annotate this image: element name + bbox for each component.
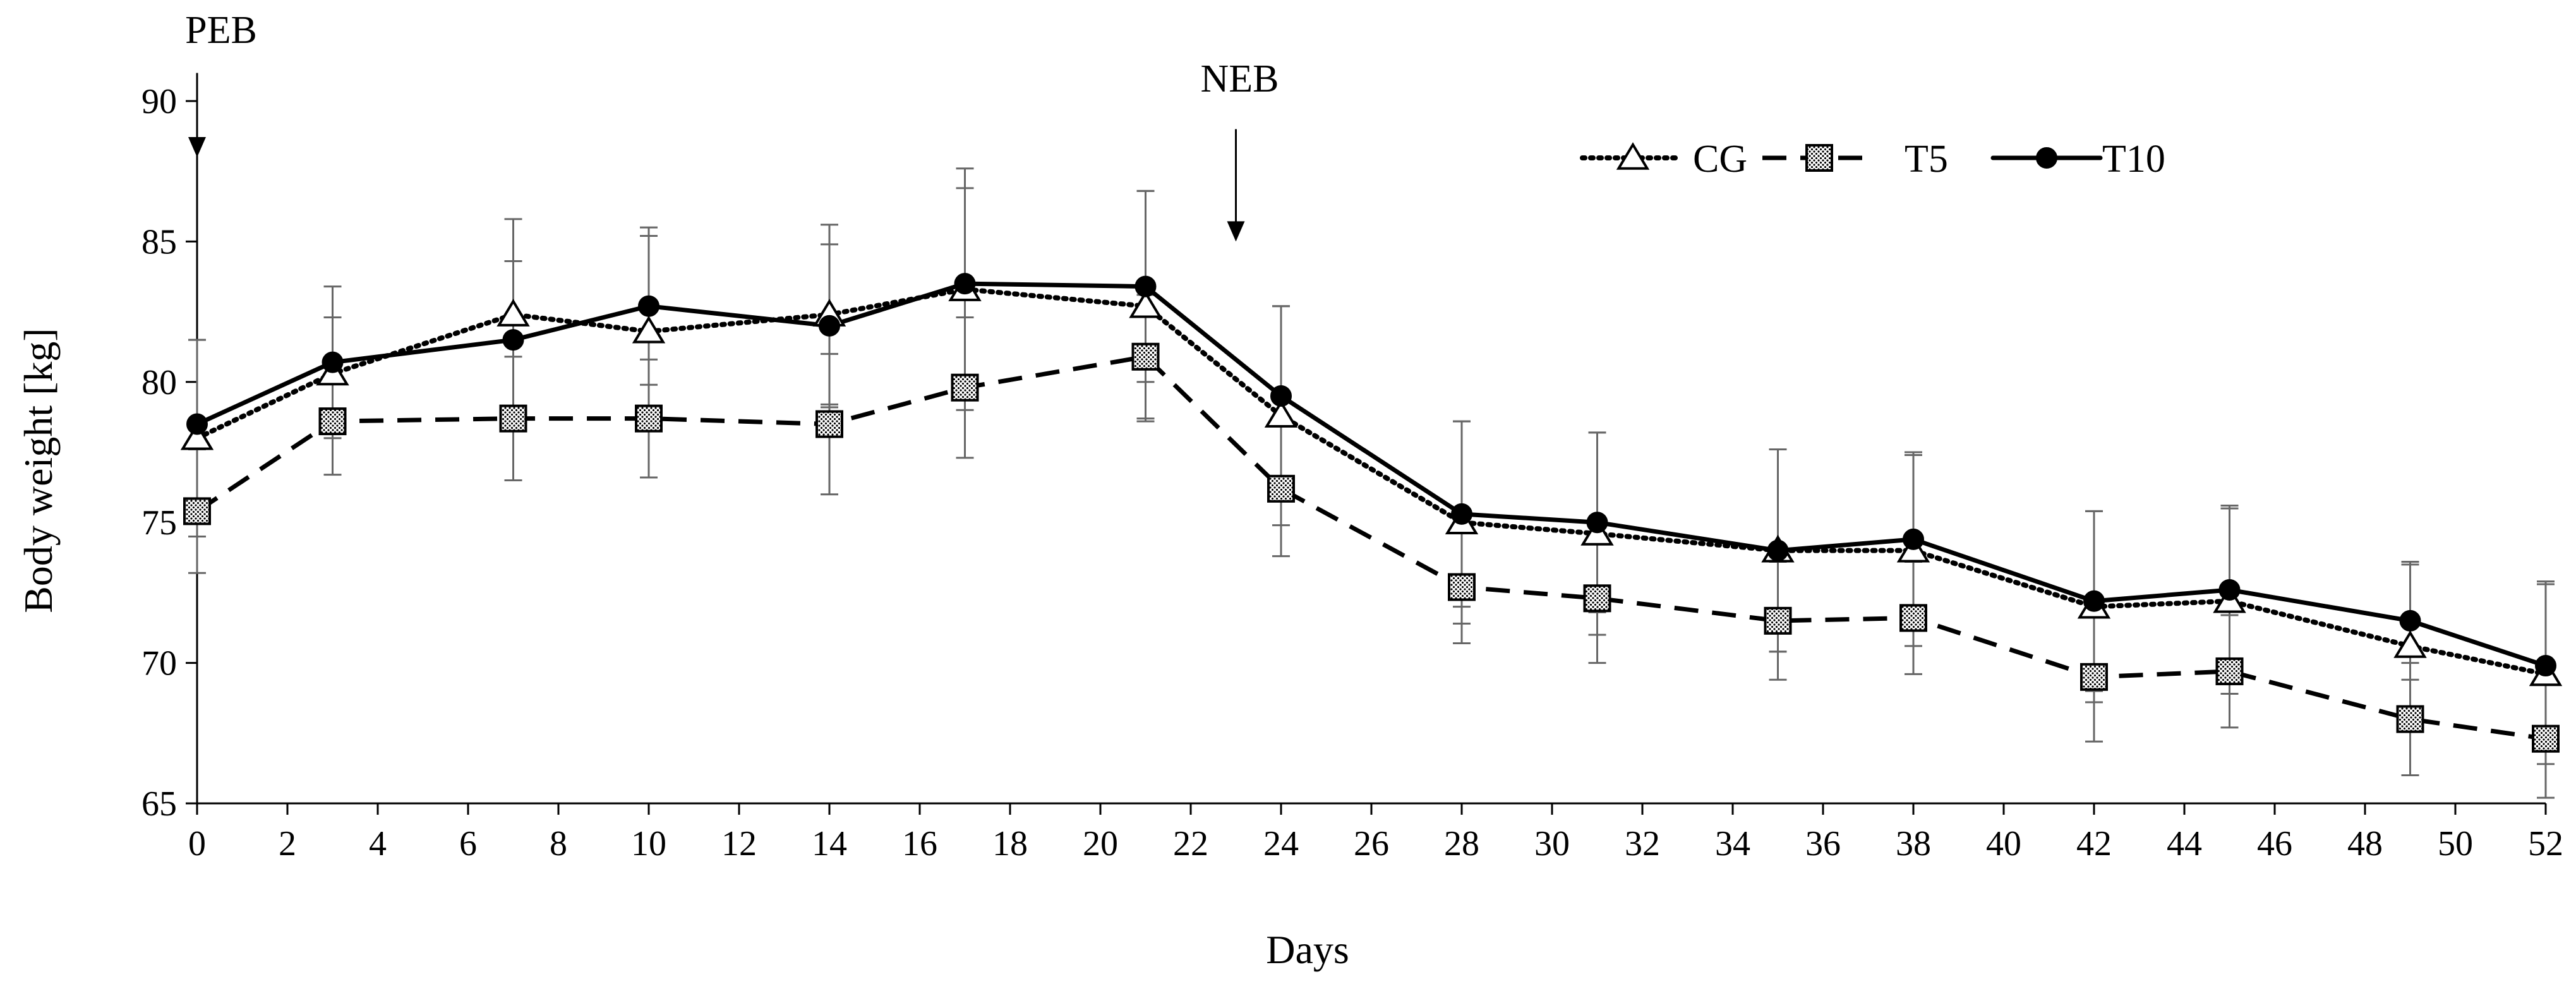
x-tick-label: 16 — [902, 824, 937, 863]
x-tick-label: 26 — [1354, 824, 1389, 863]
data-point-t10 — [2535, 655, 2556, 677]
series-line-cg — [195, 287, 2548, 677]
data-point-t5 — [318, 407, 347, 436]
data-point-t10 — [1767, 539, 1789, 561]
data-point-t5 — [183, 497, 211, 525]
y-tick-label: 75 — [141, 503, 177, 543]
series-line-t10 — [195, 281, 2548, 668]
data-point-t10 — [1270, 385, 1292, 407]
data-point-cg — [632, 315, 666, 344]
x-tick-label: 30 — [1534, 824, 1570, 863]
x-tick-label: 18 — [992, 824, 1028, 863]
x-tick-label: 4 — [369, 824, 387, 863]
data-point-t10 — [1586, 512, 1608, 534]
y-tick-label: 80 — [141, 363, 177, 402]
legend-marker-cg — [1616, 142, 1650, 170]
series-lines-layer — [195, 281, 2548, 741]
x-tick-label: 14 — [812, 824, 847, 863]
markers-layer — [180, 273, 2563, 753]
data-point-t5 — [2396, 705, 2424, 733]
x-tick-label: 10 — [631, 824, 666, 863]
data-point-t5 — [1448, 573, 1476, 601]
x-tick-label: 40 — [1986, 824, 2021, 863]
data-point-t5 — [1267, 474, 1295, 503]
legend-label-cg: CG — [1693, 138, 1747, 181]
data-point-t5 — [499, 404, 527, 433]
error-bars-layer — [188, 167, 2555, 799]
annotation-arrowhead-neb — [1227, 221, 1245, 242]
y-tick-label: 90 — [141, 82, 177, 121]
data-point-t5 — [1899, 604, 1927, 632]
y-tick-label: 85 — [141, 222, 177, 261]
x-tick-label: 24 — [1263, 824, 1299, 863]
x-tick-label: 46 — [2257, 824, 2292, 863]
data-point-t5 — [2532, 724, 2560, 753]
data-point-t10 — [819, 315, 840, 337]
x-tick-label: 42 — [2076, 824, 2112, 863]
data-point-t5 — [2215, 657, 2244, 685]
x-tick-label: 12 — [721, 824, 757, 863]
data-point-t10 — [322, 351, 344, 373]
x-tick-label: 52 — [2528, 824, 2563, 863]
y-axis-title: Body weight [kg] — [16, 328, 61, 613]
legend-label-t5: T5 — [1905, 138, 1948, 181]
x-axis-title: Days — [1266, 927, 1349, 972]
data-point-t5 — [2080, 663, 2108, 691]
legend-marker-t5 — [1805, 144, 1833, 172]
data-point-t10 — [2218, 579, 2241, 601]
data-point-t10 — [1903, 528, 1924, 550]
data-point-cg — [2393, 630, 2427, 658]
x-tick-label: 0 — [188, 824, 206, 863]
y-tick-label: 65 — [141, 784, 177, 824]
data-point-t5 — [951, 373, 979, 402]
legend-label-t10: T10 — [2102, 138, 2165, 181]
x-tick-label: 22 — [1173, 824, 1208, 863]
data-point-t10 — [2083, 590, 2105, 612]
annotations-layer: PEB NEB — [185, 9, 1279, 242]
data-point-t5 — [1131, 342, 1160, 371]
x-tick-label: 28 — [1444, 824, 1479, 863]
x-tick-label: 38 — [1896, 824, 1931, 863]
x-tick-label: 44 — [2167, 824, 2202, 863]
x-tick-label: 48 — [2347, 824, 2383, 863]
data-point-cg — [497, 299, 530, 327]
data-point-t10 — [954, 273, 976, 295]
x-tick-label: 50 — [2438, 824, 2473, 863]
annotation-label-peb: PEB — [185, 9, 257, 52]
annotation-label-neb: NEB — [1201, 57, 1279, 100]
y-tick-label: 70 — [141, 644, 177, 683]
x-tick-label: 20 — [1083, 824, 1118, 863]
x-tick-label: 2 — [279, 824, 296, 863]
data-point-t5 — [816, 410, 843, 438]
x-tick-label: 36 — [1805, 824, 1841, 863]
data-point-cg — [180, 422, 214, 450]
data-point-t10 — [1135, 275, 1157, 297]
data-point-t10 — [502, 329, 524, 351]
x-tick-label: 6 — [459, 824, 477, 863]
data-point-t10 — [186, 413, 208, 435]
data-point-cg — [1264, 400, 1298, 428]
data-point-t5 — [635, 404, 663, 433]
data-point-t10 — [1451, 503, 1472, 525]
data-point-cg — [1129, 290, 1162, 318]
x-tick-label: 8 — [550, 824, 567, 863]
x-tick-label: 34 — [1715, 824, 1750, 863]
data-point-t5 — [1583, 584, 1611, 613]
data-point-t10 — [638, 295, 659, 317]
legend-marker-t10 — [2036, 147, 2057, 169]
legend: CG T5 T10 — [1580, 138, 2165, 181]
annotation-arrowhead-peb — [188, 136, 206, 157]
series-line-t5 — [196, 354, 2546, 741]
data-point-t10 — [2399, 609, 2421, 632]
data-point-t5 — [1764, 606, 1792, 635]
x-tick-label: 32 — [1625, 824, 1660, 863]
